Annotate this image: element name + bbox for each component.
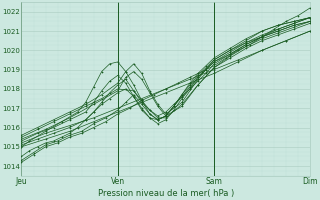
X-axis label: Pression niveau de la mer( hPa ): Pression niveau de la mer( hPa ) (98, 189, 234, 198)
